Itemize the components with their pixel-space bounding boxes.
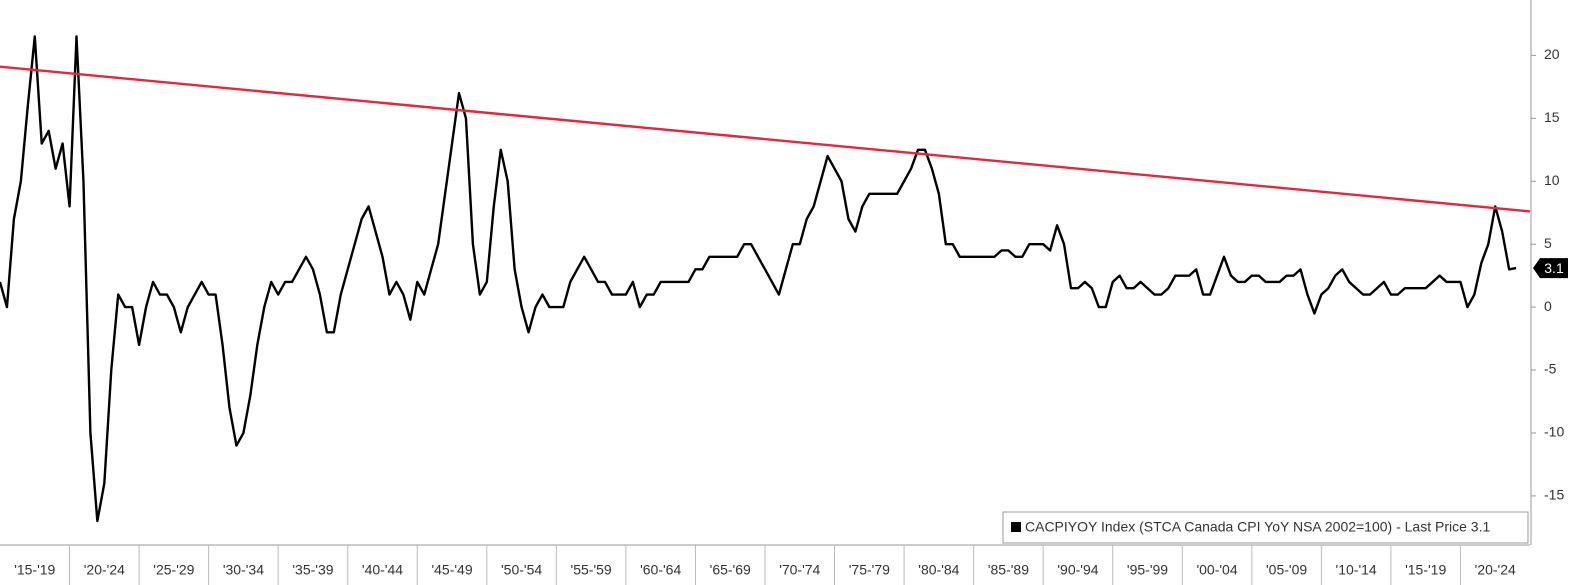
x-tick-label: '15-'19 [1405, 562, 1446, 578]
x-tick-label: '70-'74 [779, 562, 820, 578]
x-tick-label: '30-'34 [223, 562, 264, 578]
last-price-label: 3.1 [1544, 260, 1564, 276]
legend: CACPIYOY Index (STCA Canada CPI YoY NSA … [1002, 511, 1529, 544]
y-tick-label: 10 [1544, 172, 1560, 188]
x-tick-label: '45-'49 [431, 562, 472, 578]
y-tick-label: 0 [1544, 298, 1552, 314]
trend-line [0, 65, 1531, 213]
legend-label: CACPIYOY Index (STCA Canada CPI YoY NSA … [1025, 519, 1490, 535]
y-tick-label: 20 [1544, 46, 1560, 62]
legend-box [1002, 511, 1529, 544]
x-tick-label: '85-'89 [988, 562, 1029, 578]
x-tick-label: '55-'59 [571, 562, 612, 578]
x-tick-label: '90-'94 [1057, 562, 1098, 578]
x-tick-label: '05-'09 [1266, 562, 1307, 578]
y-tick-label: -10 [1544, 424, 1564, 440]
x-tick-label: '00-'04 [1196, 562, 1237, 578]
data-line [0, 35, 1517, 523]
y-tick-label: -5 [1544, 361, 1557, 377]
x-tick-label: '75-'79 [849, 562, 890, 578]
x-tick-label: '20-'24 [1475, 562, 1516, 578]
legend-marker [1011, 522, 1021, 532]
x-tick-label: '80-'84 [918, 562, 959, 578]
x-tick-label: '95-'99 [1127, 562, 1168, 578]
y-tick-label: 5 [1544, 235, 1552, 251]
last-price-tag [1533, 258, 1568, 279]
x-tick-label: '40-'44 [362, 562, 403, 578]
x-tick-label: '20-'24 [84, 562, 125, 578]
y-tick-label: 15 [1544, 109, 1560, 125]
x-tick-label: '60-'64 [640, 562, 681, 578]
x-tick-label: '25-'29 [153, 562, 194, 578]
x-tick-label: '65-'69 [710, 562, 751, 578]
y-tick-label: -15 [1544, 487, 1564, 503]
x-tick-label: '35-'39 [292, 562, 333, 578]
x-tick-label: '10-'14 [1336, 562, 1377, 578]
x-tick-label: '50-'54 [501, 562, 542, 578]
x-tick-label: '15-'19 [14, 562, 55, 578]
